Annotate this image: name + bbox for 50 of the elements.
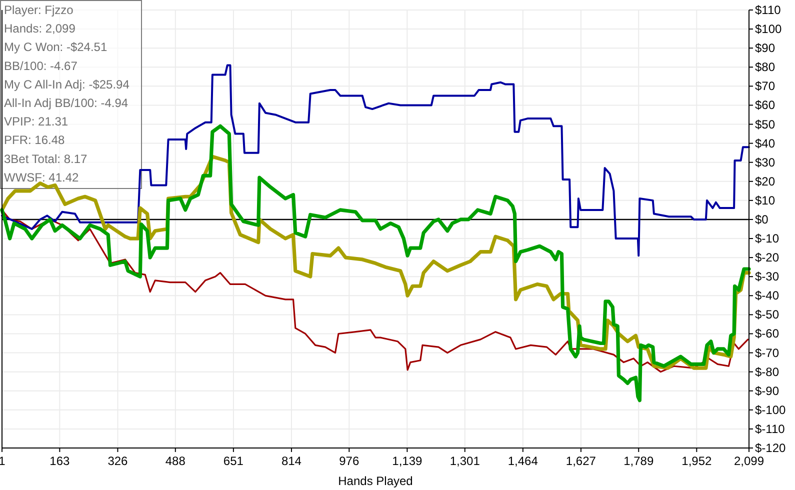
annotation: VPIP: 21.31 bbox=[4, 114, 68, 129]
y-tick-label: $-30 bbox=[755, 270, 780, 284]
y-tick-label: $10 bbox=[755, 193, 776, 208]
x-tick-label: 651 bbox=[223, 454, 244, 468]
x-tick-label: 163 bbox=[50, 454, 70, 468]
y-tick-label: $50 bbox=[755, 117, 776, 132]
x-tick-label: 488 bbox=[165, 454, 186, 468]
x-tick-label: 1,464 bbox=[508, 454, 538, 468]
x-tick-label: 1,139 bbox=[392, 454, 423, 468]
x-axis-title: Hands Played bbox=[338, 474, 413, 488]
y-tick-label: $110 bbox=[755, 3, 782, 17]
x-tick-label: 976 bbox=[339, 454, 360, 468]
annotation: All-In Adj BB/100: -4.94 bbox=[4, 96, 128, 110]
y-tick-label: $90 bbox=[755, 41, 776, 56]
y-tick-label: $-50 bbox=[755, 308, 780, 322]
annotation: Player: Fjzzo bbox=[4, 3, 74, 17]
x-tick-label: 1,301 bbox=[450, 454, 480, 468]
y-tick-label: $-10 bbox=[755, 232, 780, 246]
y-tick-label: $-120 bbox=[755, 441, 786, 455]
x-tick-label: 1 bbox=[0, 454, 6, 468]
annotation: My C All-In Adj: -$25.94 bbox=[4, 77, 130, 92]
x-tick-label: 1,952 bbox=[682, 454, 712, 468]
y-tick-label: $20 bbox=[755, 174, 776, 188]
y-tick-label: $-100 bbox=[755, 402, 786, 417]
y-tick-label: $30 bbox=[755, 155, 776, 170]
y-tick-label: $0 bbox=[755, 212, 769, 226]
y-tick-label: $100 bbox=[755, 22, 782, 36]
y-tick-label: $-80 bbox=[755, 364, 780, 379]
y-tick-label: $-60 bbox=[755, 326, 780, 341]
annotation: 3Bet Total: 8.17 bbox=[4, 152, 88, 166]
y-tick-label: $60 bbox=[755, 98, 776, 112]
y-tick-label: $-110 bbox=[755, 422, 786, 436]
x-tick-label: 326 bbox=[108, 454, 128, 468]
y-tick-label: $-90 bbox=[755, 384, 780, 398]
x-tick-label: 814 bbox=[281, 454, 302, 468]
annotation: BB/100: -4.67 bbox=[4, 58, 78, 73]
y-tick-label: $-20 bbox=[755, 250, 780, 265]
annotation: Hands: 2,099 bbox=[4, 22, 76, 36]
y-tick-label: $80 bbox=[755, 60, 776, 74]
x-tick-label: 1,789 bbox=[624, 454, 654, 468]
y-tick-label: $-40 bbox=[755, 288, 780, 303]
x-tick-label: 1,627 bbox=[566, 454, 596, 468]
annotation: WWSF: 41.42 bbox=[4, 170, 80, 184]
y-tick-label: $-70 bbox=[755, 346, 780, 360]
x-tick-label: 2,099 bbox=[734, 454, 764, 468]
line-series bbox=[0, 124, 751, 402]
y-tick-label: $40 bbox=[755, 136, 776, 150]
annotation: PFR: 16.48 bbox=[4, 133, 66, 148]
annotation: My C Won: -$24.51 bbox=[4, 40, 108, 54]
y-tick-label: $70 bbox=[755, 79, 776, 94]
